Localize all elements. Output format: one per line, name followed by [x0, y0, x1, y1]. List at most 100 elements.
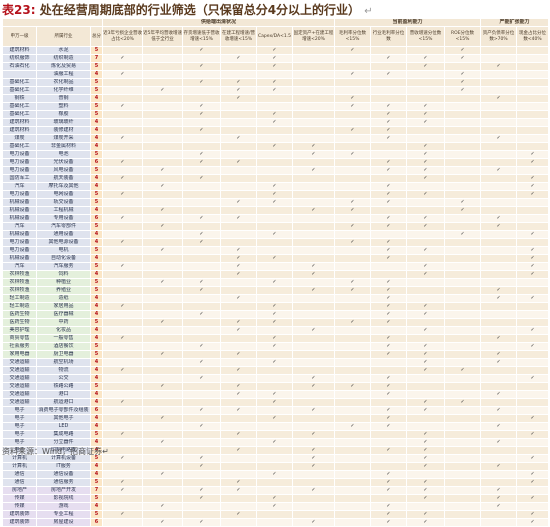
check-icon: ✓ — [160, 223, 165, 230]
check-icon: ✓ — [350, 95, 355, 102]
score-cell: 6 — [89, 158, 104, 167]
criteria-cell — [256, 286, 294, 295]
check-icon: ✓ — [423, 223, 428, 230]
criteria-cell — [220, 462, 258, 471]
criteria-cell — [102, 166, 144, 175]
sw-level1-cell: 交通运输 — [2, 382, 37, 391]
industry-cell: 普钢 — [36, 94, 91, 103]
check-icon: ✓ — [199, 111, 204, 118]
criteria-cell — [516, 54, 550, 63]
criteria-cell — [220, 166, 258, 175]
table-row: 建筑材料 水泥 5 ✓ ✓ ✓ ✓ — [2, 46, 550, 55]
criteria-cell: ✓ — [220, 158, 258, 167]
criteria-cell — [334, 462, 372, 471]
check-icon: ✓ — [423, 495, 428, 502]
sw-level1-cell: 基础化工 — [2, 86, 37, 95]
criteria-cell — [292, 358, 336, 367]
check-icon: ✓ — [311, 287, 316, 294]
check-icon: ✓ — [496, 359, 501, 366]
criteria-cell: ✓ — [406, 486, 446, 495]
industry-cell: 航天装备 — [36, 174, 91, 183]
criteria-cell: ✓ — [102, 190, 144, 199]
check-icon: ✓ — [350, 207, 355, 214]
check-icon: ✓ — [423, 119, 428, 126]
criteria-cell — [516, 166, 550, 175]
criteria-cell — [334, 54, 372, 63]
group-header-capacity: 产能扩张能力 — [480, 18, 550, 27]
sw-level1-cell: 钢铁 — [2, 94, 37, 103]
criteria-cell — [516, 118, 550, 127]
criteria-cell — [142, 150, 184, 159]
check-icon: ✓ — [496, 223, 501, 230]
criteria-cell: ✓ — [370, 158, 408, 167]
criteria-cell: ✓ — [406, 214, 446, 223]
criteria-cell: ✓ — [516, 470, 550, 479]
criteria-cell: ✓ — [182, 462, 222, 471]
industry-cell: 厨卫电器 — [36, 350, 91, 359]
criteria-cell — [292, 190, 336, 199]
check-icon: ✓ — [423, 487, 428, 494]
criteria-cell — [444, 286, 482, 295]
check-icon: ✓ — [423, 63, 428, 70]
industry-cell: 一般零售 — [36, 334, 91, 343]
criteria-cell — [256, 462, 294, 471]
sw-level1-cell: 基础化工 — [2, 78, 37, 87]
check-icon: ✓ — [496, 407, 501, 414]
criteria-cell — [516, 78, 550, 87]
criteria-cell — [334, 494, 372, 503]
criteria-cell: ✓ — [444, 198, 482, 207]
criteria-cell — [370, 94, 408, 103]
score-cell: 5 — [89, 198, 104, 207]
table-row: 交通运输 物流 4 ✓ ✓ ✓ ✓ — [2, 366, 550, 375]
criteria-cell — [292, 46, 336, 55]
criteria-cell: ✓ — [480, 94, 518, 103]
criteria-cell — [370, 142, 408, 151]
score-cell: 5 — [89, 62, 104, 71]
sw-level1-cell: 国防军工 — [2, 174, 37, 183]
criteria-cell: ✓ — [370, 502, 408, 511]
criteria-cell — [182, 334, 222, 343]
criteria-cell — [142, 358, 184, 367]
score-cell: 5 — [89, 150, 104, 159]
check-icon: ✓ — [199, 231, 204, 238]
criteria-cell — [182, 198, 222, 207]
criteria-cell: ✓ — [334, 286, 372, 295]
criteria-cell — [444, 494, 482, 503]
criteria-cell: ✓ — [292, 150, 336, 159]
industry-cell: 自动化设备 — [36, 254, 91, 263]
check-icon: ✓ — [350, 279, 355, 286]
criteria-cell — [370, 366, 408, 375]
criteria-cell — [220, 110, 258, 119]
criteria-cell: ✓ — [370, 246, 408, 255]
criteria-cell — [406, 94, 446, 103]
criteria-cell — [292, 422, 336, 431]
table-row: 电力设备 光伏设备 6 ✓ ✓ ✓ ✓ ✓ ✓ — [2, 158, 550, 167]
criteria-cell — [142, 94, 184, 103]
check-icon: ✓ — [496, 63, 501, 70]
table-row: 电力设备 风电设备 5 ✓ ✓ ✓ ✓ ✓ — [2, 166, 550, 175]
criteria-cell — [220, 342, 258, 351]
check-icon: ✓ — [311, 263, 316, 270]
criteria-cell — [370, 150, 408, 159]
industry-cell: LED — [36, 422, 91, 431]
table-row: 交通运输 公交 4 ✓ ✓ ✓ ✓ — [2, 374, 550, 383]
criteria-cell: ✓ — [480, 406, 518, 415]
criteria-cell: ✓ — [406, 310, 446, 319]
criteria-cell — [334, 230, 372, 239]
criteria-cell — [444, 150, 482, 159]
criteria-cell — [102, 206, 144, 215]
criteria-cell: ✓ — [142, 518, 184, 527]
criteria-cell — [406, 78, 446, 87]
criteria-cell — [480, 310, 518, 319]
criteria-cell — [516, 62, 550, 71]
score-cell: 5 — [89, 190, 104, 199]
check-icon: ✓ — [386, 191, 391, 198]
criteria-cell — [220, 102, 258, 111]
criteria-cell — [370, 358, 408, 367]
criteria-cell: ✓ — [256, 438, 294, 447]
criteria-cell — [102, 62, 144, 71]
criteria-cell — [102, 278, 144, 287]
score-cell: 5 — [89, 246, 104, 255]
criteria-cell: ✓ — [256, 118, 294, 127]
criteria-cell — [480, 446, 518, 455]
